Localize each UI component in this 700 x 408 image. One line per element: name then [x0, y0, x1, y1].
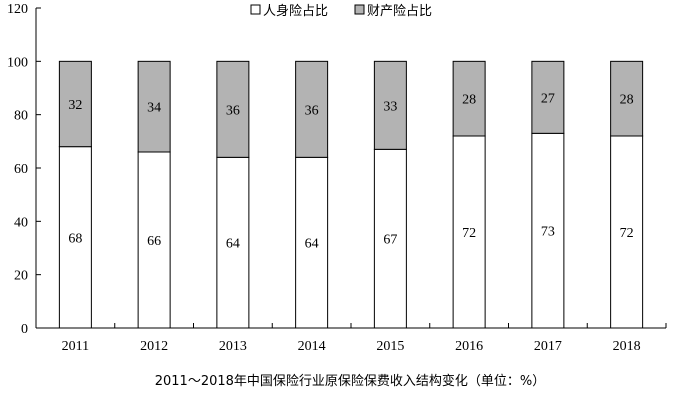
y-tick-label: 100 — [7, 55, 28, 70]
bar-segment-life — [216, 156, 250, 329]
x-axis: 2011 2012 2013 2014 2015 2016 2017 2018 — [35, 323, 667, 354]
data-label: 32 — [68, 98, 82, 113]
chart-caption: 2011～2018年中国保险行业原保险保费收入结构变化（单位：%） — [154, 374, 546, 389]
legend-swatch-life — [250, 4, 261, 15]
x-tick-label: 2013 — [219, 339, 247, 354]
bar-segment-life — [373, 148, 407, 329]
x-tick-label: 2017 — [534, 339, 562, 354]
y-tick-label: 120 — [7, 2, 28, 17]
data-label: 28 — [620, 93, 634, 108]
y-tick-label: 20 — [14, 269, 28, 284]
y-tick-label: 80 — [14, 109, 28, 124]
data-label: 36 — [305, 103, 319, 118]
data-label: 64 — [226, 237, 240, 252]
x-tick-label: 2012 — [140, 339, 168, 354]
bar-segment-life — [610, 135, 644, 329]
bar-segment-life — [295, 156, 329, 329]
bar-segment-property — [137, 60, 171, 153]
bar-segment-property — [531, 60, 565, 134]
data-label: 68 — [68, 231, 82, 246]
data-label: 72 — [620, 226, 634, 241]
bar-segment-property — [610, 60, 644, 137]
bar-segment-property — [216, 60, 250, 158]
data-label: 64 — [305, 237, 319, 252]
data-label: 34 — [147, 101, 161, 116]
legend-swatch-property — [354, 4, 365, 15]
bar-segment-property — [452, 60, 486, 137]
x-tick-label: 2011 — [62, 339, 89, 354]
y-tick-label: 40 — [14, 215, 28, 230]
legend-label: 财产险占比 — [367, 4, 432, 19]
bars: 68 32 66 34 64 36 64 36 67 33 72 28 73 27 72 28 — [58, 60, 644, 329]
bar-segment-life — [531, 132, 565, 329]
data-label: 36 — [226, 103, 240, 118]
x-tick-label: 2014 — [298, 339, 326, 354]
y-tick-label: 0 — [21, 322, 28, 337]
bar-segment-property — [373, 60, 407, 150]
data-label: 72 — [462, 226, 476, 241]
data-label: 66 — [147, 234, 161, 249]
legend: 人身险占比 财产险占比 — [250, 3, 432, 19]
y-axis: 0 20 40 60 80 100 120 — [7, 2, 41, 337]
data-label: 67 — [383, 233, 397, 248]
bar-segment-life — [452, 135, 486, 329]
x-tick-label: 2016 — [455, 339, 483, 354]
data-label: 28 — [462, 93, 476, 108]
x-tick-label: 2015 — [376, 339, 404, 354]
bar-segment-property — [58, 60, 92, 148]
x-tick-label: 2018 — [613, 339, 641, 354]
data-label: 73 — [541, 225, 555, 240]
legend-label: 人身险占比 — [263, 3, 328, 19]
bar-segment-property — [295, 60, 329, 158]
data-label: 27 — [541, 91, 555, 106]
data-label: 33 — [383, 99, 397, 114]
y-tick-label: 60 — [14, 162, 28, 177]
